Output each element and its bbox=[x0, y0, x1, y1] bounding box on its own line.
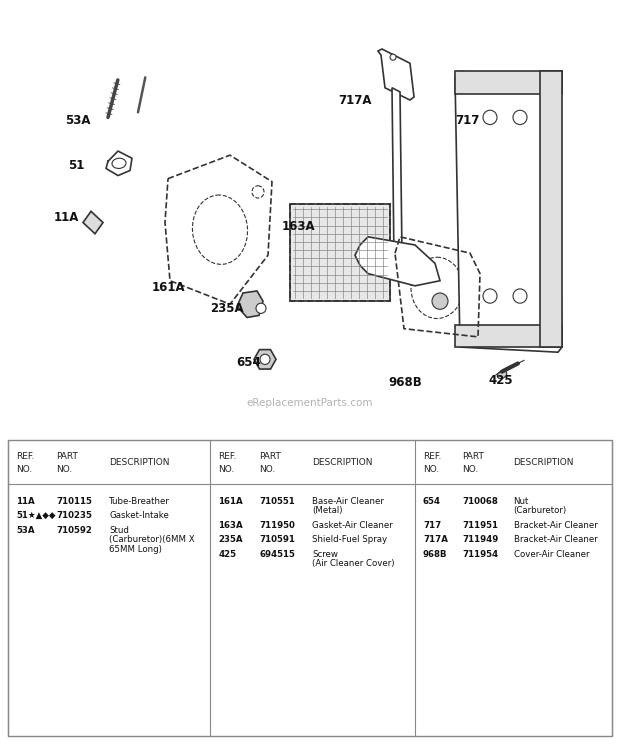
Polygon shape bbox=[83, 211, 103, 234]
Circle shape bbox=[513, 289, 527, 304]
Text: (Carburetor)(6MM X: (Carburetor)(6MM X bbox=[109, 535, 195, 544]
Text: DESCRIPTION: DESCRIPTION bbox=[109, 458, 169, 467]
Text: 717A: 717A bbox=[423, 535, 448, 544]
Text: 711949: 711949 bbox=[463, 535, 498, 544]
Text: 710115: 710115 bbox=[56, 497, 92, 506]
Ellipse shape bbox=[411, 257, 463, 318]
Polygon shape bbox=[237, 291, 263, 318]
Text: DESCRIPTION: DESCRIPTION bbox=[513, 458, 574, 467]
Text: PART: PART bbox=[259, 452, 281, 461]
Text: 53A: 53A bbox=[65, 114, 91, 127]
Bar bbox=[455, 324, 562, 347]
Bar bbox=[290, 204, 390, 301]
Circle shape bbox=[390, 54, 396, 60]
Text: (Air Cleaner Cover): (Air Cleaner Cover) bbox=[312, 559, 395, 568]
Text: NO.: NO. bbox=[218, 465, 234, 474]
Text: 711950: 711950 bbox=[259, 521, 295, 530]
Ellipse shape bbox=[192, 195, 247, 264]
Circle shape bbox=[483, 110, 497, 124]
Bar bbox=[455, 71, 562, 94]
Text: 53A: 53A bbox=[16, 526, 35, 535]
Text: NO.: NO. bbox=[16, 465, 32, 474]
Text: 161A: 161A bbox=[218, 497, 243, 506]
Text: REF.: REF. bbox=[218, 452, 237, 461]
Text: PART: PART bbox=[463, 452, 484, 461]
Polygon shape bbox=[355, 237, 440, 286]
Circle shape bbox=[483, 289, 497, 304]
Text: (Carburetor): (Carburetor) bbox=[513, 506, 567, 515]
Text: Bracket-Air Cleaner: Bracket-Air Cleaner bbox=[513, 535, 597, 544]
Bar bbox=[290, 204, 390, 301]
Text: 11A: 11A bbox=[16, 497, 35, 506]
Text: eReplacementParts.com: eReplacementParts.com bbox=[247, 398, 373, 408]
Circle shape bbox=[432, 293, 448, 310]
Text: Cover-Air Cleaner: Cover-Air Cleaner bbox=[513, 550, 589, 559]
Text: (Metal): (Metal) bbox=[312, 506, 343, 515]
Text: Stud: Stud bbox=[109, 526, 129, 535]
Text: 710068: 710068 bbox=[463, 497, 498, 506]
Text: 65MM Long): 65MM Long) bbox=[109, 545, 162, 554]
Text: 717: 717 bbox=[423, 521, 441, 530]
Bar bbox=[540, 71, 562, 347]
Text: 710591: 710591 bbox=[259, 535, 295, 544]
Text: 968B: 968B bbox=[388, 376, 422, 389]
Text: 711951: 711951 bbox=[463, 521, 498, 530]
Text: Nut: Nut bbox=[513, 497, 529, 506]
Text: NO.: NO. bbox=[423, 465, 439, 474]
Text: NO.: NO. bbox=[463, 465, 479, 474]
Text: 425: 425 bbox=[488, 374, 513, 388]
Circle shape bbox=[260, 354, 270, 365]
Text: 710235: 710235 bbox=[56, 511, 92, 520]
Text: 425: 425 bbox=[218, 550, 236, 559]
Text: 711954: 711954 bbox=[463, 550, 498, 559]
Text: DESCRIPTION: DESCRIPTION bbox=[312, 458, 373, 467]
Text: NO.: NO. bbox=[259, 465, 275, 474]
Text: 717A: 717A bbox=[338, 94, 371, 106]
Text: Gasket-Intake: Gasket-Intake bbox=[109, 511, 169, 520]
Text: 710551: 710551 bbox=[259, 497, 295, 506]
Text: Base-Air Cleaner: Base-Air Cleaner bbox=[312, 497, 384, 506]
Ellipse shape bbox=[497, 371, 507, 379]
Polygon shape bbox=[392, 88, 402, 260]
Text: 11A: 11A bbox=[54, 211, 79, 224]
Text: REF.: REF. bbox=[423, 452, 441, 461]
Text: 968B: 968B bbox=[423, 550, 448, 559]
Text: Screw: Screw bbox=[312, 550, 339, 559]
Text: 51★▲◆◆: 51★▲◆◆ bbox=[16, 511, 56, 520]
Text: 694515: 694515 bbox=[259, 550, 295, 559]
Text: Shield-Fuel Spray: Shield-Fuel Spray bbox=[312, 535, 388, 544]
Polygon shape bbox=[378, 49, 414, 100]
Text: 161A: 161A bbox=[152, 281, 185, 295]
Text: 235A: 235A bbox=[210, 302, 244, 315]
Text: NO.: NO. bbox=[56, 465, 73, 474]
Text: PART: PART bbox=[56, 452, 78, 461]
Text: 235A: 235A bbox=[218, 535, 242, 544]
Polygon shape bbox=[466, 92, 548, 337]
Text: 654: 654 bbox=[423, 497, 441, 506]
Text: REF.: REF. bbox=[16, 452, 35, 461]
Text: Tube-Breather: Tube-Breather bbox=[109, 497, 170, 506]
Circle shape bbox=[252, 186, 264, 198]
Ellipse shape bbox=[112, 158, 126, 168]
Circle shape bbox=[513, 110, 527, 124]
Text: Gasket-Air Cleaner: Gasket-Air Cleaner bbox=[312, 521, 393, 530]
Text: 710592: 710592 bbox=[56, 526, 92, 535]
Text: 654: 654 bbox=[236, 356, 261, 369]
Text: Bracket-Air Cleaner: Bracket-Air Cleaner bbox=[513, 521, 597, 530]
Text: 163A: 163A bbox=[218, 521, 243, 530]
Polygon shape bbox=[455, 71, 562, 352]
Circle shape bbox=[256, 304, 266, 313]
Text: 51: 51 bbox=[68, 159, 84, 172]
Text: 717: 717 bbox=[455, 114, 479, 127]
Text: 163A: 163A bbox=[282, 220, 316, 233]
